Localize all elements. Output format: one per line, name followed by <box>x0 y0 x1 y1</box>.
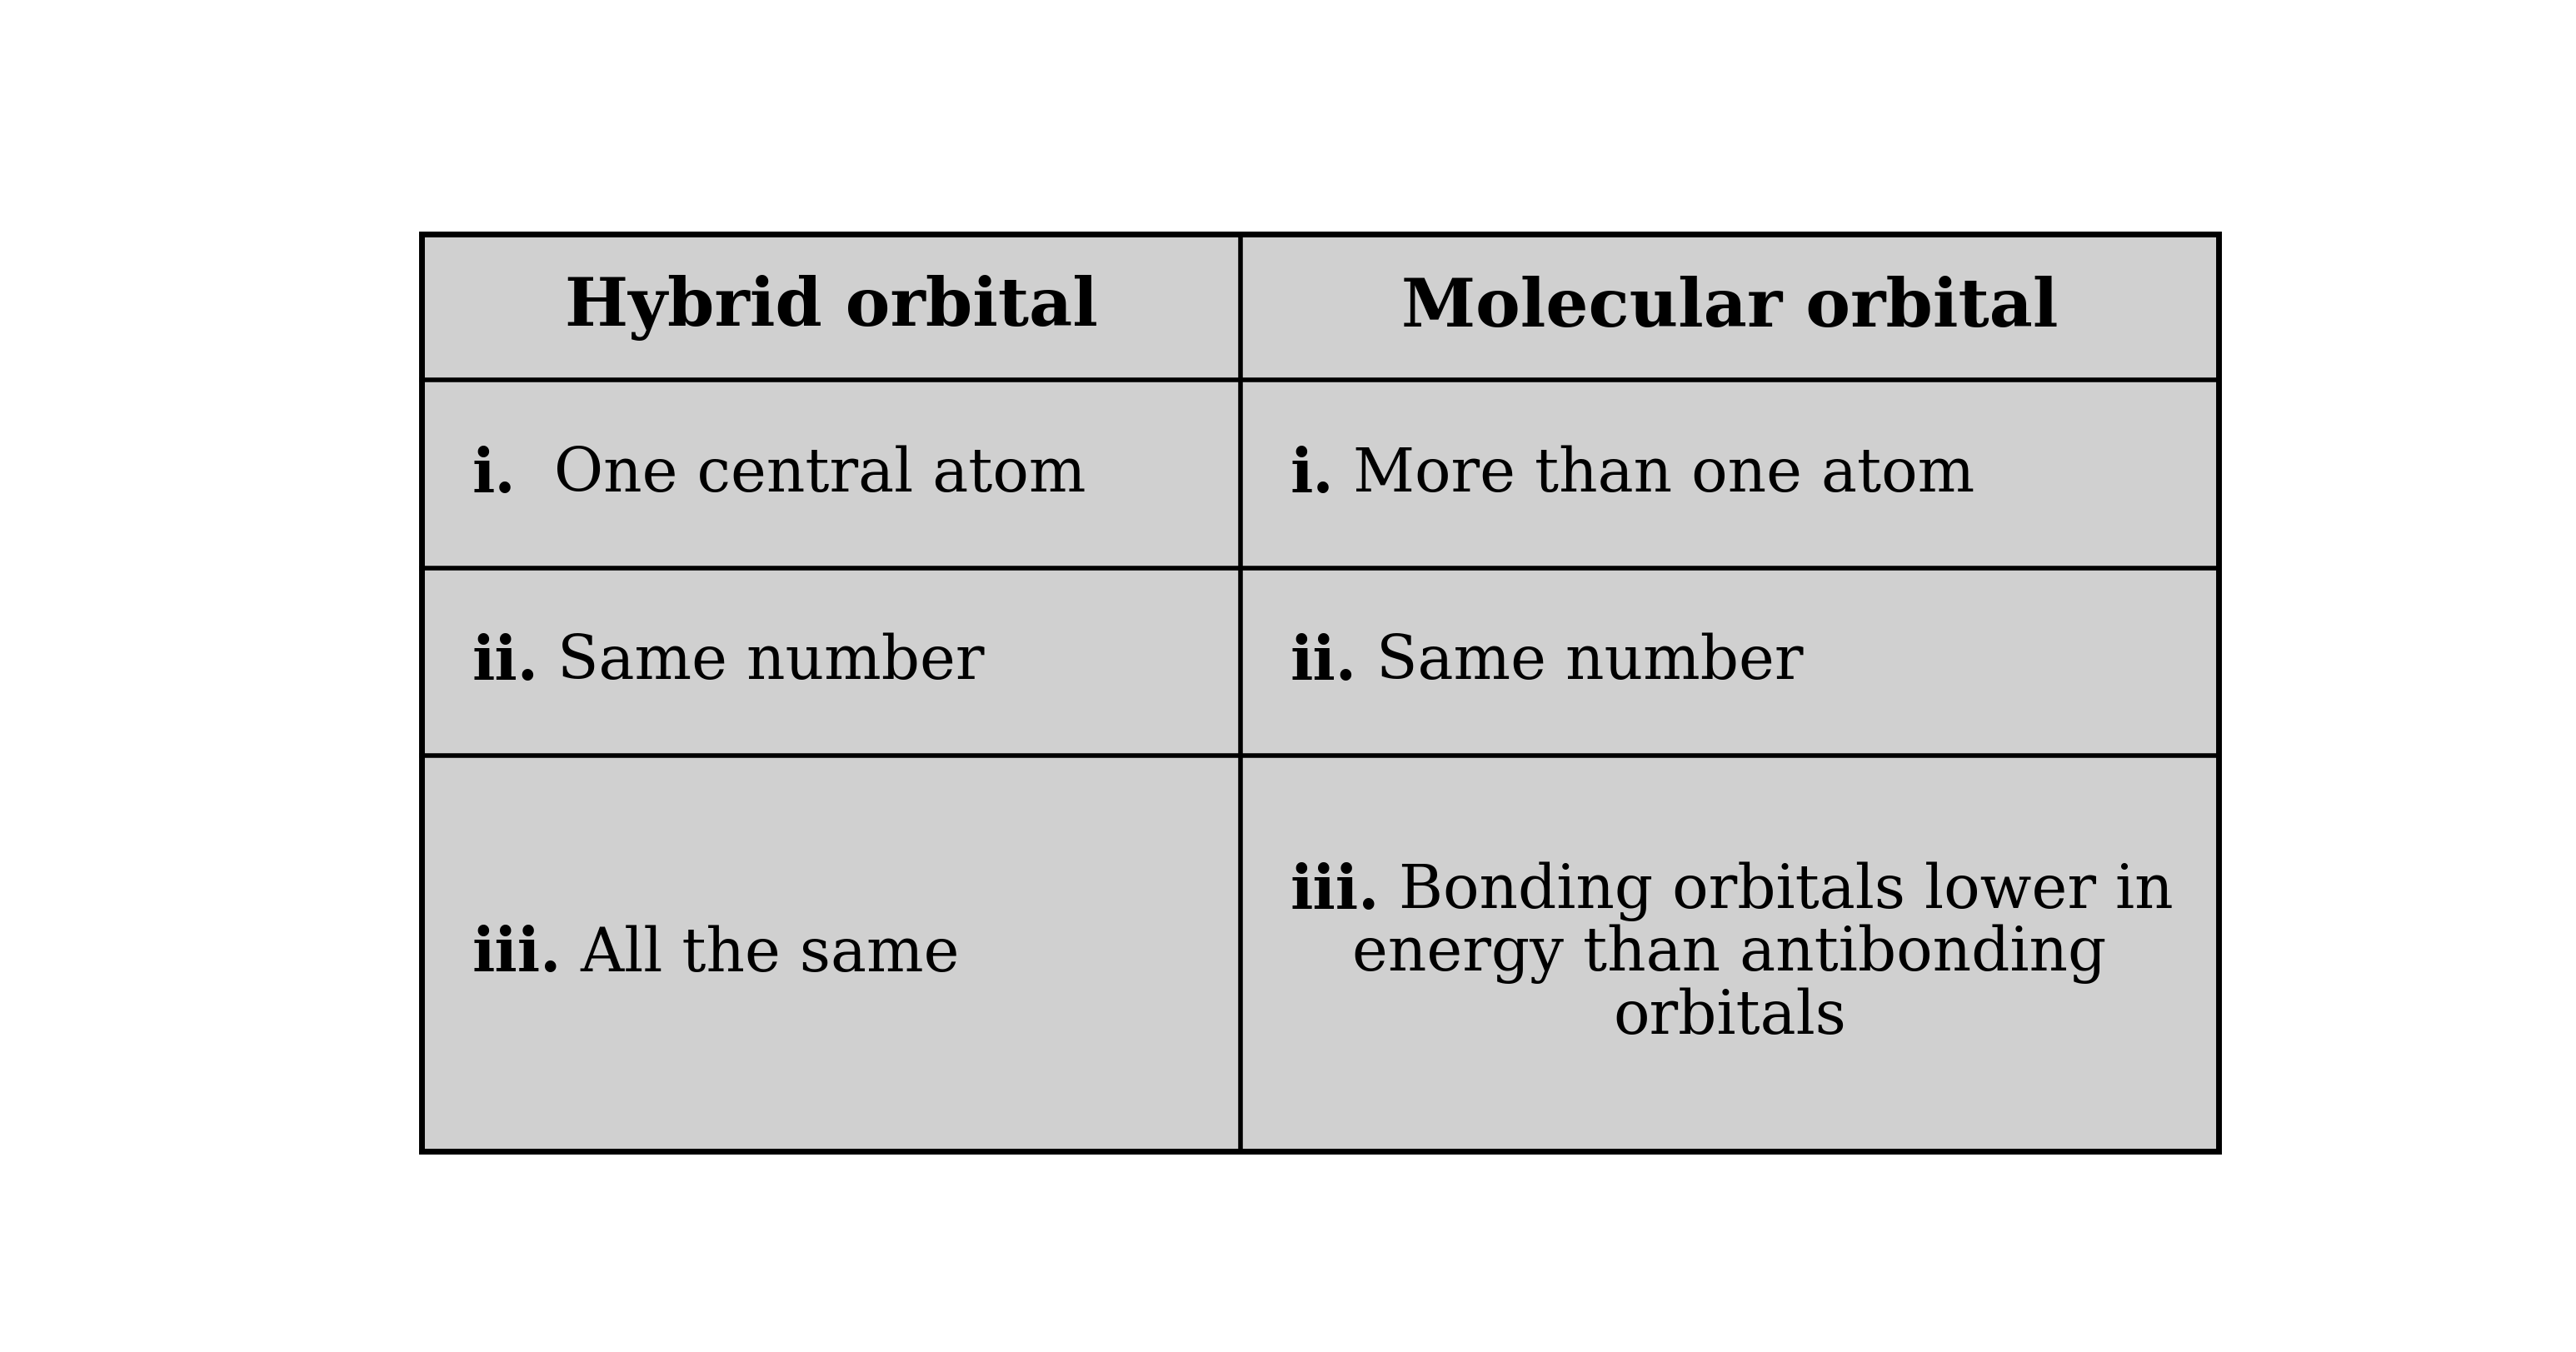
Text: i.: i. <box>471 445 515 504</box>
Bar <box>1242 756 2218 1152</box>
Text: Same number: Same number <box>1358 633 1803 691</box>
Text: Same number: Same number <box>538 633 984 691</box>
Text: Molecular orbital: Molecular orbital <box>1401 276 2058 341</box>
Bar <box>422 756 1242 1152</box>
Text: iii.: iii. <box>471 923 562 983</box>
Bar <box>422 568 1242 756</box>
Text: i.: i. <box>1291 445 1334 504</box>
Text: iii.: iii. <box>1291 861 1381 921</box>
Bar <box>1242 381 2218 568</box>
Text: ii.: ii. <box>471 633 538 691</box>
Text: orbitals: orbitals <box>1613 987 1847 1045</box>
Text: Bonding orbitals lower in: Bonding orbitals lower in <box>1381 861 2174 921</box>
Text: Hybrid orbital: Hybrid orbital <box>564 274 1097 341</box>
Bar <box>1242 568 2218 756</box>
Text: One central atom: One central atom <box>515 445 1087 504</box>
Text: ii.: ii. <box>1291 633 1358 691</box>
Bar <box>422 381 1242 568</box>
Text: More than one atom: More than one atom <box>1334 445 1976 504</box>
Text: All the same: All the same <box>562 923 958 983</box>
Bar <box>1242 235 2218 381</box>
Text: energy than antibonding: energy than antibonding <box>1352 923 2107 983</box>
Bar <box>422 235 2218 1152</box>
Bar <box>422 235 1242 381</box>
